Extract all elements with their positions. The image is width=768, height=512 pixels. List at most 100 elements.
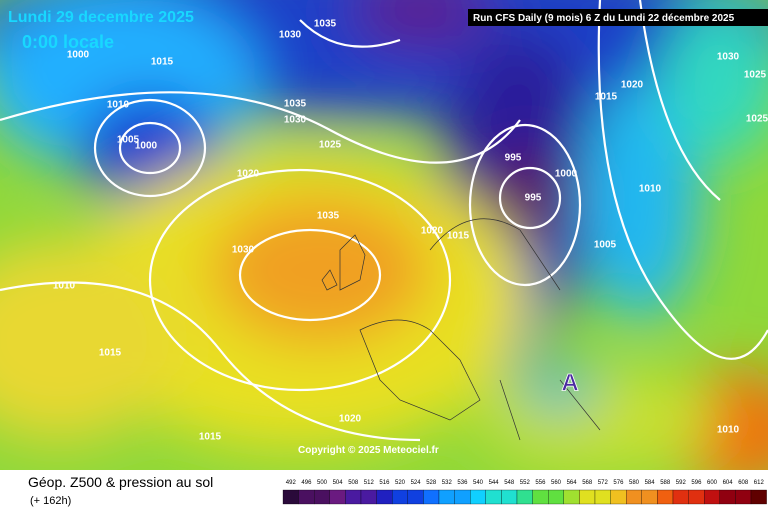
scale-swatch	[407, 489, 424, 505]
scale-swatch	[735, 489, 752, 505]
scale-label: 492	[286, 480, 297, 486]
scale-swatch	[579, 489, 596, 505]
scale-label: 596	[691, 480, 702, 486]
scale-swatch	[298, 489, 315, 505]
scale-swatch	[516, 489, 533, 505]
scale-swatch	[641, 489, 658, 505]
isobar-labels: 1030103510001015101010051000103510301025…	[53, 19, 768, 443]
scale-label: 548	[504, 480, 515, 486]
isobar-label: 1020	[621, 80, 644, 91]
scale-label: 576	[613, 480, 624, 486]
copyright: Copyright © 2025 Meteociel.fr	[298, 445, 439, 456]
scale-label: 556	[535, 480, 546, 486]
scale-swatch	[704, 489, 720, 505]
run-box	[468, 9, 768, 26]
scale-label: 608	[738, 480, 749, 486]
scale-swatch	[314, 489, 330, 505]
scale-swatch	[626, 489, 642, 505]
scale-label: 500	[317, 480, 328, 486]
map-time: 0:00 locale	[22, 32, 114, 52]
isobar-label: 1000	[555, 169, 578, 180]
isobar-label: 1005	[117, 135, 140, 146]
scale-label: 552	[520, 480, 531, 486]
color-scale: 492 496 500 504 508 512 516 520 524 528 532 536 540 5…	[282, 480, 767, 505]
isobar-label: 1020	[421, 226, 444, 237]
isobar-label: 1025	[744, 70, 767, 81]
scale-label: 588	[660, 480, 671, 486]
isobar-label: 1000	[135, 141, 158, 152]
run-info: Run CFS Daily (9 mois) 6 Z du Lundi 22 d…	[473, 13, 735, 24]
isobar-label: 1015	[99, 348, 122, 359]
isobar-label: 1025	[319, 140, 342, 151]
scale-label: 508	[348, 480, 359, 486]
scale-label: 580	[629, 480, 640, 486]
scale-swatch	[719, 489, 736, 505]
scale-label: 520	[395, 480, 406, 486]
scale-label: 516	[379, 480, 390, 486]
scale-label: 544	[489, 480, 500, 486]
scale-swatch	[423, 489, 440, 505]
isobar-label: 1020	[339, 414, 362, 425]
scale-swatch	[376, 489, 393, 505]
scale-label: 540	[473, 480, 484, 486]
field	[0, 0, 768, 470]
scale-swatch	[392, 489, 408, 505]
isobar-label: 1010	[717, 425, 740, 436]
scale-swatch	[501, 489, 518, 505]
scale-swatch	[360, 489, 377, 505]
scale-swatch	[282, 489, 299, 505]
isobar-label: 1010	[107, 100, 130, 111]
scale-swatch	[610, 489, 627, 505]
scale-swatch	[750, 489, 767, 505]
scale-swatch	[532, 489, 549, 505]
pressure-marker: A	[561, 369, 578, 396]
scale-swatch	[548, 489, 564, 505]
scale-label: 532	[442, 480, 453, 486]
isobar-label: 1035	[317, 211, 340, 222]
isobar-label: 1010	[53, 281, 76, 292]
scale-swatch	[470, 489, 486, 505]
scale-label: 564	[567, 480, 578, 486]
isobar-label: 1010	[639, 184, 662, 195]
scale-label: 568	[582, 480, 593, 486]
scale-label: 504	[333, 480, 344, 486]
scale-label: 512	[364, 480, 375, 486]
scale-label: 592	[676, 480, 687, 486]
scale-label: 600	[707, 480, 718, 486]
scale-swatch	[345, 489, 362, 505]
scale-swatch	[454, 489, 471, 505]
scale-label: 536	[457, 480, 468, 486]
scale-label: 560	[551, 480, 562, 486]
isobar-label: 1035	[284, 99, 307, 110]
isobar-label: 1020	[237, 169, 260, 180]
scale-label: 528	[426, 480, 437, 486]
isobar-label: 995	[505, 153, 522, 164]
scale-label: 524	[411, 480, 422, 486]
scale-swatch	[329, 489, 346, 505]
isobar-label: 1015	[199, 432, 222, 443]
footer-lead: (+ 162h)	[30, 495, 71, 507]
scale-label: 604	[723, 480, 734, 486]
scale-swatch	[563, 489, 580, 505]
isobar-label: 1030	[279, 30, 302, 41]
map-date: Lundi 29 decembre 2025	[8, 9, 194, 26]
scale-swatch	[657, 489, 674, 505]
scale-label: 496	[301, 480, 312, 486]
isobar-label: 1030	[717, 52, 740, 63]
footer-title: Géop. Z500 & pression au sol	[28, 474, 213, 490]
scale-swatch	[485, 489, 502, 505]
isobar-label: 1015	[447, 231, 470, 242]
isobar-label: 1030	[284, 115, 307, 126]
isobar-label: 995	[525, 193, 542, 204]
scale-swatch	[594, 489, 611, 505]
scale-swatch	[672, 489, 689, 505]
scale-label: 584	[645, 480, 656, 486]
scale-label: 612	[754, 480, 765, 486]
isobar-label: 1000	[67, 50, 90, 61]
isobar-label: 1015	[595, 92, 618, 103]
scale-label: 572	[598, 480, 609, 486]
isobar-label: 1025	[746, 114, 768, 125]
scale-swatch	[438, 489, 455, 505]
